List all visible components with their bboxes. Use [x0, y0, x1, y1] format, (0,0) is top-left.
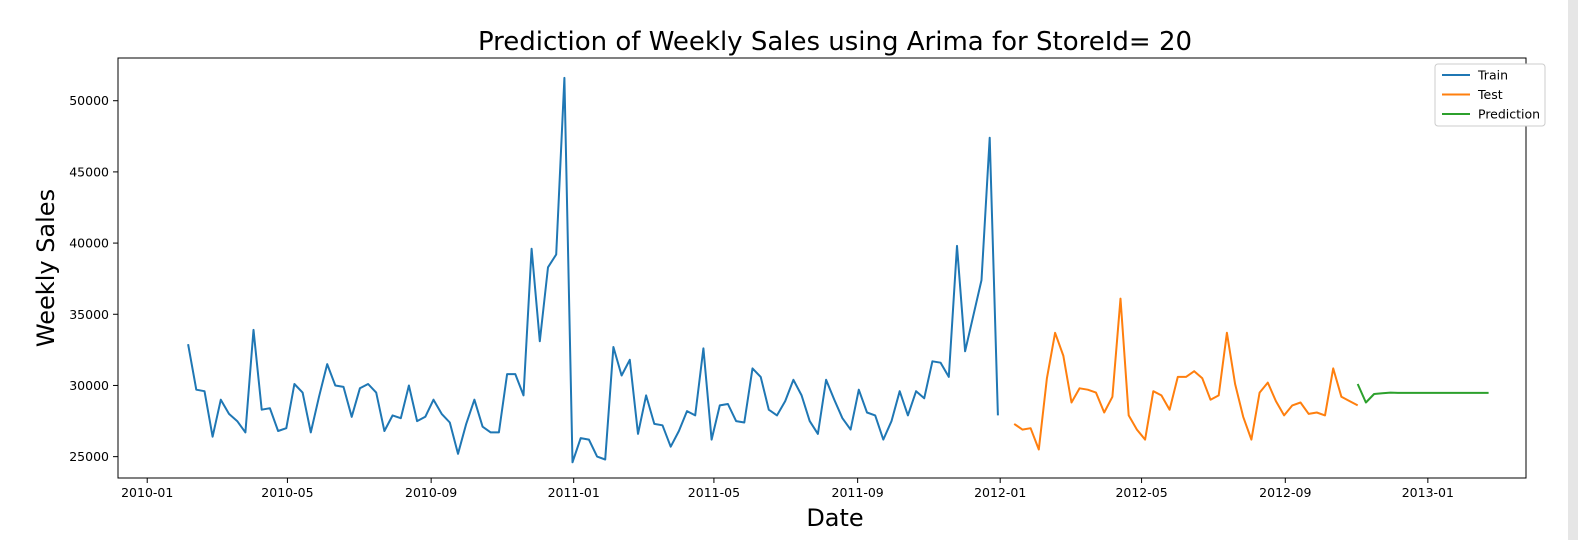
legend-label: Test	[1477, 87, 1503, 102]
x-tick-label: 2010-09	[405, 485, 457, 500]
y-tick-label: 50000	[69, 93, 109, 108]
legend-label: Prediction	[1478, 107, 1540, 122]
x-axis-label: Date	[806, 504, 863, 532]
x-tick-label: 2013-01	[1402, 485, 1454, 500]
x-tick-label: 2012-01	[974, 485, 1026, 500]
legend-box	[1434, 63, 1546, 127]
legend: Train Test Prediction	[1434, 63, 1546, 127]
x-tick-label: 2010-05	[261, 485, 313, 500]
y-tick-label: 45000	[69, 164, 109, 179]
plot-area	[117, 57, 1527, 479]
y-tick-label: 40000	[69, 236, 109, 251]
series-line-train	[187, 76, 999, 464]
series-line-prediction	[1356, 383, 1489, 404]
legend-label: Train	[1477, 68, 1508, 83]
series-line-test	[1013, 297, 1359, 451]
window-scrollbar[interactable]	[1568, 0, 1578, 540]
y-tick-label: 30000	[69, 378, 109, 393]
x-tick-label: 2012-09	[1259, 485, 1311, 500]
y-axis-label: Weekly Sales	[32, 189, 60, 347]
x-tick-label: 2011-09	[832, 485, 884, 500]
x-tick-label: 2010-01	[121, 485, 173, 500]
x-axis-ticks: 2010-01 2010-05 2010-09 2011-01 2011-05 2011-…	[121, 478, 1454, 500]
y-tick-label: 25000	[69, 449, 109, 464]
chart-title: Prediction of Weekly Sales using Arima f…	[478, 27, 1192, 57]
y-tick-label: 35000	[69, 307, 109, 322]
x-tick-label: 2012-05	[1115, 485, 1167, 500]
x-tick-label: 2011-01	[548, 485, 600, 500]
x-tick-label: 2011-05	[688, 485, 740, 500]
y-axis-ticks: 25000 30000 35000 40000 45000 50000	[69, 93, 118, 464]
series-lines	[187, 76, 1489, 464]
